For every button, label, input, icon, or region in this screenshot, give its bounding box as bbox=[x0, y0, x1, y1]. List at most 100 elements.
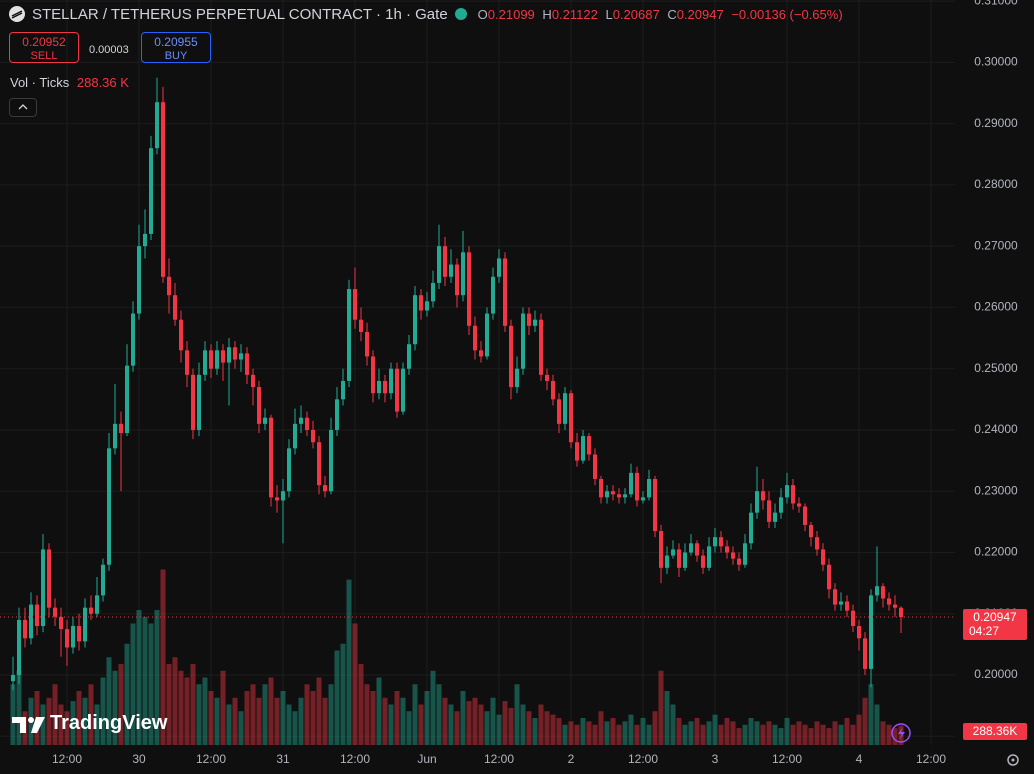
collapse-button[interactable] bbox=[9, 98, 37, 117]
volume-bar bbox=[112, 670, 118, 745]
volume-bar bbox=[358, 664, 364, 745]
candle-body bbox=[401, 368, 406, 412]
candle-body bbox=[461, 252, 466, 296]
candle-body bbox=[539, 319, 544, 375]
volume-bar bbox=[268, 677, 274, 745]
x-tick-label: 12:00 bbox=[340, 752, 370, 766]
volume-bar bbox=[76, 691, 82, 745]
y-tick-label: 0.30000 bbox=[974, 55, 1018, 69]
y-tick-label: 0.23000 bbox=[974, 483, 1018, 497]
volume-bar bbox=[88, 684, 94, 745]
candle-body bbox=[155, 102, 160, 149]
volume-bar bbox=[436, 684, 442, 745]
candle-body bbox=[629, 472, 634, 495]
volume-bar bbox=[10, 684, 16, 745]
candle-body bbox=[731, 552, 736, 559]
volume-bar bbox=[172, 657, 178, 745]
candle-body bbox=[245, 353, 250, 375]
volume-bar bbox=[688, 721, 694, 745]
ohlc-values: O0.21099 H0.21122 L0.20687 C0.20947 −0.0… bbox=[474, 7, 843, 22]
volume-bar bbox=[844, 718, 850, 745]
candle-body bbox=[239, 353, 244, 360]
volume-bar bbox=[760, 724, 766, 745]
candle-body bbox=[275, 497, 280, 501]
candle-body bbox=[293, 423, 298, 449]
volume-bar bbox=[460, 691, 466, 745]
volume-bar bbox=[328, 684, 334, 745]
low-value: 0.20687 bbox=[612, 6, 660, 22]
candle-body bbox=[413, 295, 418, 345]
candle-body bbox=[71, 626, 76, 648]
candle-body bbox=[419, 295, 424, 311]
candle-body bbox=[11, 675, 16, 682]
high-value: 0.21122 bbox=[551, 6, 598, 22]
candle-body bbox=[791, 485, 796, 504]
volume-bar bbox=[574, 724, 580, 745]
candle-body bbox=[839, 601, 843, 605]
candle-body bbox=[473, 325, 478, 351]
volume-bar bbox=[100, 677, 106, 745]
volume-bar bbox=[526, 711, 532, 745]
volume-bar bbox=[754, 721, 760, 745]
volume-bar bbox=[556, 718, 562, 745]
candle-body bbox=[299, 417, 304, 424]
candle-body bbox=[137, 246, 142, 314]
candle-body bbox=[509, 325, 514, 388]
status-dot bbox=[454, 8, 467, 20]
buy-button[interactable]: 0.20955 BUY bbox=[141, 32, 211, 63]
volume-bar bbox=[712, 714, 718, 745]
candle-body bbox=[59, 616, 64, 630]
ohlc-label: O bbox=[477, 6, 488, 22]
open-value: 0.21099 bbox=[487, 6, 535, 22]
candle-body bbox=[641, 497, 646, 501]
volume-bar bbox=[766, 721, 772, 745]
volume-bar bbox=[778, 728, 784, 745]
volume-bar bbox=[142, 616, 148, 745]
price-badge-countdown: 04:27 bbox=[969, 624, 999, 638]
volume-bar bbox=[550, 714, 556, 745]
symbol-title[interactable]: STELLAR / TETHERUS PERPETUAL CONTRACT · … bbox=[32, 5, 448, 23]
volume-bar bbox=[184, 677, 190, 745]
candle-body bbox=[491, 276, 496, 314]
candle-body bbox=[425, 301, 430, 311]
volume-bar bbox=[598, 711, 604, 745]
candle-body bbox=[251, 374, 256, 388]
candle-body bbox=[653, 478, 658, 532]
candle-body bbox=[29, 604, 34, 639]
candle-body bbox=[203, 350, 208, 375]
candle-body bbox=[605, 491, 610, 498]
volume-bar bbox=[94, 704, 100, 745]
buy-label: BUY bbox=[164, 50, 188, 62]
sell-button[interactable]: 0.20952 SELL bbox=[9, 32, 79, 63]
candle-body bbox=[77, 626, 82, 642]
candle-body bbox=[161, 102, 166, 277]
candle-body bbox=[581, 436, 586, 461]
volume-bar bbox=[214, 697, 220, 745]
candle-body bbox=[857, 626, 861, 639]
candle-body bbox=[593, 454, 598, 479]
ohlc-label: C bbox=[667, 6, 677, 22]
volume-bar bbox=[418, 704, 424, 745]
volume-bar bbox=[862, 697, 868, 745]
candle-body bbox=[173, 295, 178, 320]
candle-body bbox=[587, 436, 592, 455]
candle-body bbox=[263, 417, 268, 424]
candle-body bbox=[701, 555, 706, 568]
candle-body bbox=[671, 549, 676, 556]
volume-bar bbox=[520, 704, 526, 745]
candle-body bbox=[125, 365, 130, 434]
volume-bar bbox=[646, 724, 652, 745]
volume-bar bbox=[586, 721, 592, 745]
candle-body bbox=[755, 491, 760, 513]
candle-body bbox=[821, 549, 825, 565]
candle-body bbox=[233, 347, 238, 360]
sell-label: SELL bbox=[30, 50, 58, 62]
candle-body bbox=[143, 233, 148, 247]
volume-bar bbox=[604, 721, 610, 745]
x-tick-label: 12:00 bbox=[196, 752, 226, 766]
volume-bar bbox=[352, 623, 358, 745]
alert-icon-bolt bbox=[898, 727, 905, 740]
candle-body bbox=[47, 549, 52, 608]
candle-body bbox=[713, 537, 718, 547]
candle-body bbox=[311, 429, 316, 443]
